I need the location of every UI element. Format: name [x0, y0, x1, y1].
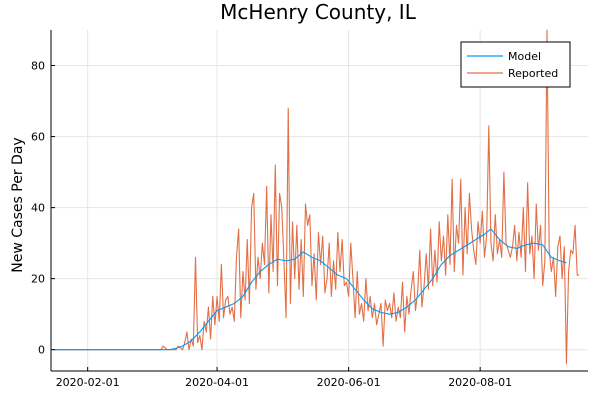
legend-label-reported: Reported — [508, 67, 558, 80]
x-tick-label: 2020-06-01 — [317, 376, 381, 389]
axes — [50, 30, 588, 372]
x-tick-label: 2020-02-01 — [56, 376, 120, 389]
series-line-model — [53, 228, 567, 351]
x-tick-label: 2020-08-01 — [448, 376, 512, 389]
tick-labels: 0 20 40 60 80 2020-02-01 2020-04-01 2020-06-01 2… — [31, 60, 512, 389]
legend-label-model: Model — [508, 50, 541, 63]
y-axis-label: New Cases Per Day — [10, 137, 26, 272]
y-tick-label: 20 — [31, 273, 45, 286]
legend-box — [460, 41, 571, 88]
y-tick-label: 0 — [38, 344, 45, 357]
chart-title: McHenry County, IL — [220, 0, 417, 24]
legend: Model Reported — [460, 41, 571, 88]
series-layer — [53, 29, 580, 365]
series-line-reported — [53, 29, 580, 365]
y-tick-label: 40 — [31, 202, 45, 215]
x-tick-label: 2020-04-01 — [185, 376, 249, 389]
y-tick-label: 60 — [31, 131, 45, 144]
y-tick-label: 80 — [31, 60, 45, 73]
